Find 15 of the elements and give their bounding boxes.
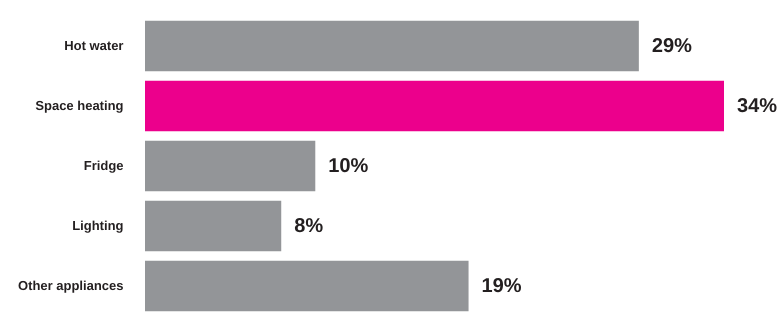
bar (145, 20, 639, 72)
data-label: 10% (328, 155, 369, 177)
data-label: 8% (294, 215, 324, 237)
y-tick-label: Lighting (72, 218, 124, 233)
y-tick-label: Space heating (35, 98, 124, 113)
data-label: 19% (482, 275, 522, 297)
data-label: 29% (652, 35, 692, 57)
y-tick-label: Fridge (84, 158, 124, 173)
data-label: 34% (737, 95, 777, 117)
bar (145, 200, 282, 252)
bar (145, 80, 724, 132)
y-tick-label: Hot water (64, 38, 124, 53)
bar (145, 260, 469, 312)
y-tick-label: Other appliances (18, 278, 124, 293)
bar (145, 140, 316, 192)
